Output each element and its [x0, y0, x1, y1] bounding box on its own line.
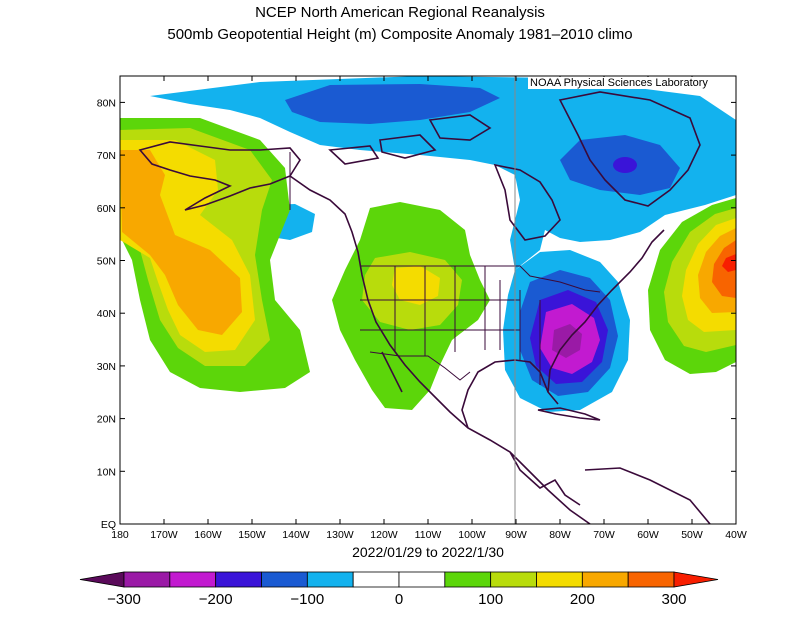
colorbar-box: [398, 571, 446, 588]
colorbar-box: [215, 571, 262, 588]
state-lines: [360, 266, 541, 385]
lon-tick-label: 180: [111, 529, 129, 541]
colorbar-box: [123, 571, 171, 588]
lat-tick-label: 40N: [97, 308, 116, 320]
pacific-positive-orange: [120, 150, 242, 335]
colorbar-box: [352, 571, 400, 588]
colorbar-box: [306, 571, 354, 588]
central-america: [509, 451, 581, 506]
lon-tick-label: 40W: [725, 529, 747, 541]
us-canada-border: [360, 265, 601, 293]
colorbar-label: 100: [478, 591, 503, 608]
atlantic-positive-redorange: [712, 240, 736, 298]
lon-tick-label: 150W: [238, 529, 266, 541]
colorbar: −300 −200 −100 0 100 200 300: [79, 571, 719, 608]
lat-tick-label: 80N: [97, 97, 116, 109]
lat-tick-label: 30N: [97, 361, 116, 373]
anomaly-field: [120, 76, 736, 412]
lon-tick-label: 100W: [458, 529, 486, 541]
arctic-negative-core: [285, 84, 500, 124]
title-line-1: NCEP North American Regional Reanalysis: [255, 4, 545, 21]
south-america: [584, 467, 711, 524]
cuba: [537, 407, 601, 421]
lon-tick-label: 130W: [326, 529, 354, 541]
colorbar-box: [490, 571, 537, 588]
colorbar-box: [169, 571, 217, 588]
east-coast: [547, 229, 665, 393]
lat-tick-label: EQ: [101, 519, 116, 531]
lon-tick-label: 170W: [150, 529, 178, 541]
borders: [289, 152, 601, 385]
colorbar-high-arrow: [673, 571, 719, 588]
colorbar-box: [444, 571, 492, 588]
hudson-bay: [493, 163, 561, 241]
arctic-negative-outer: [150, 76, 736, 270]
lat-tick-label: 50N: [97, 256, 116, 268]
west-positive-yellow: [392, 266, 440, 305]
north-america-west-coast: [289, 175, 591, 524]
lon-tick-label: 110W: [415, 529, 442, 541]
arctic-islands: [328, 114, 492, 165]
colorbar-box: [536, 571, 583, 588]
colorbar-box: [581, 571, 629, 588]
colorbar-label: −200: [199, 591, 233, 608]
colorbar-label: 300: [661, 591, 686, 608]
lon-tick-label: 120W: [370, 529, 398, 541]
lon-tick-label: 90W: [505, 529, 527, 541]
lat-tick-label: 10N: [97, 466, 116, 478]
lat-tick-label: 70N: [97, 150, 116, 162]
baja: [381, 351, 403, 393]
colorbar-low-arrow: [79, 571, 125, 588]
date-range: 2022/01/29 to 2022/1/30: [352, 544, 504, 560]
lon-tick-label: 160W: [194, 529, 222, 541]
us-mexico-border: [369, 351, 471, 381]
lon-tick-label: 60W: [637, 529, 659, 541]
lat-tick-label: 60N: [97, 203, 116, 215]
colorbar-label: −100: [290, 591, 324, 608]
colorbar-label: 200: [570, 591, 595, 608]
atlantic-positive-red: [722, 254, 736, 272]
lon-tick-label: 50W: [681, 529, 703, 541]
colorbar-label: 0: [395, 591, 403, 608]
alaska-coast: [138, 141, 301, 211]
greenland: [558, 91, 701, 207]
colorbar-box: [261, 571, 308, 588]
latitude-axis: EQ 10N 20N 30N 40N 50N 60N 70N 80N: [97, 97, 736, 531]
lon-tick-label: 80W: [549, 529, 571, 541]
lon-tick-label: 70W: [593, 529, 615, 541]
lat-tick-label: 20N: [97, 414, 116, 426]
baffin-negative-core: [613, 157, 637, 173]
coastlines: [138, 91, 711, 524]
colorbar-box: [627, 571, 675, 588]
colorbar-label: −300: [107, 591, 141, 608]
credit-label: NOAA Physical Sciences Laboratory: [528, 77, 710, 89]
longitude-axis: 180 170W 160W 150W 140W 130W 120W 110W 100W 90W 80…: [111, 76, 747, 541]
title-line-2: 500mb Geopotential Height (m) Composite …: [167, 26, 633, 43]
lon-tick-label: 140W: [282, 529, 310, 541]
gulf-coast: [461, 359, 559, 429]
